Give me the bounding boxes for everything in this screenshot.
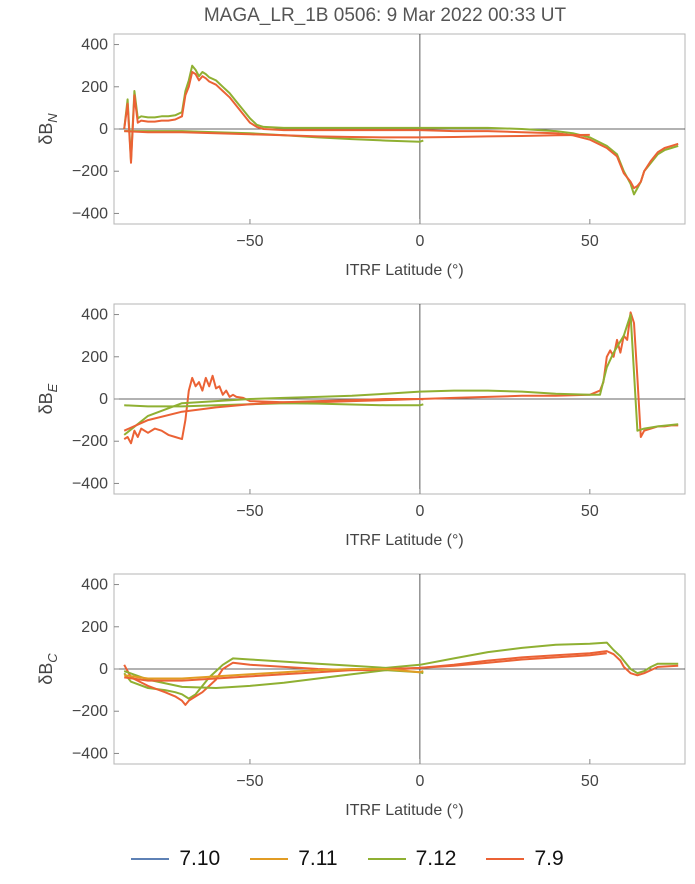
legend-swatch-7-12 (367, 858, 406, 860)
y-tick-label: −200 (72, 703, 108, 720)
x-tick-label: −50 (236, 233, 263, 250)
legend-item-7-12: 7.12 (367, 847, 457, 871)
series-line-7-12-0 (123, 64, 679, 196)
y-tick-label: −200 (72, 433, 108, 450)
y-tick-label: 0 (99, 661, 108, 678)
y-axis-label: δBE (36, 383, 60, 414)
legend-label-7-9: 7.9 (534, 847, 564, 870)
y-axis-label: δBC (36, 653, 60, 685)
series-line-7-9-3 (123, 398, 424, 432)
series-group (123, 641, 679, 706)
series-group (123, 311, 679, 445)
series-line-7-12-0 (123, 641, 679, 700)
x-tick-label: 0 (415, 503, 424, 520)
y-tick-label: 200 (81, 619, 108, 636)
y-axis-label: δBN (36, 113, 60, 145)
series-line-7-9-1 (123, 650, 679, 706)
x-tick-label: −50 (236, 773, 263, 790)
legend: 7.10 7.11 7.12 7.9 (0, 842, 695, 876)
series-line-7-11-4 (124, 668, 424, 680)
y-tick-label: 400 (81, 307, 108, 324)
y-tick-label: 400 (81, 37, 108, 54)
y-tick-label: 200 (81, 349, 108, 366)
y-tick-label: −400 (72, 475, 108, 492)
legend-label-7-12: 7.12 (415, 847, 457, 870)
legend-swatch-7-9 (486, 858, 525, 860)
legend-label-7-11: 7.11 (298, 847, 338, 870)
panel-1: −400 −200 0 200 400 −50 0 50 ITRF Latitude (°) δB… (36, 303, 686, 549)
legend-item-7-11: 7.11 (250, 847, 338, 871)
y-tick-label: −400 (72, 745, 108, 762)
legend-label-7-10: 7.10 (179, 847, 221, 870)
legend-item-7-9: 7.9 (486, 847, 564, 871)
legend-swatch-7-10 (131, 858, 170, 860)
series-line-7-12-1 (123, 313, 679, 436)
y-tick-label: 400 (81, 577, 108, 594)
x-axis-label: ITRF Latitude (°) (345, 262, 463, 279)
series-line-7-9-1 (123, 71, 679, 190)
y-tick-label: 200 (81, 79, 108, 96)
chart-title: MAGA_LR_1B 0506: 9 Mar 2022 00:33 UT (204, 5, 567, 26)
x-tick-label: 50 (581, 233, 599, 250)
series-line-7-9-0 (123, 311, 679, 445)
x-tick-label: 50 (581, 503, 599, 520)
x-axis-label: ITRF Latitude (°) (345, 802, 463, 819)
legend-item-7-10: 7.10 (131, 847, 220, 871)
y-tick-label: 0 (99, 121, 108, 138)
x-tick-label: 0 (415, 773, 424, 790)
series-group (123, 64, 679, 196)
legend-swatch-7-11 (250, 858, 289, 860)
panel-0: −400 −200 0 200 400 −50 0 50 ITRF Latitude (°) δB… (36, 33, 686, 279)
y-tick-label: 0 (99, 391, 108, 408)
x-tick-label: 0 (415, 233, 424, 250)
x-tick-label: −50 (236, 503, 263, 520)
y-tick-label: −200 (72, 163, 108, 180)
y-tick-label: −400 (72, 205, 108, 222)
x-tick-label: 50 (581, 773, 599, 790)
series-line-7-9-3 (124, 130, 590, 139)
panel-2: −400 −200 0 200 400 −50 0 50 ITRF Latitude (°) δB… (36, 573, 686, 819)
x-axis-label: ITRF Latitude (°) (345, 532, 463, 549)
